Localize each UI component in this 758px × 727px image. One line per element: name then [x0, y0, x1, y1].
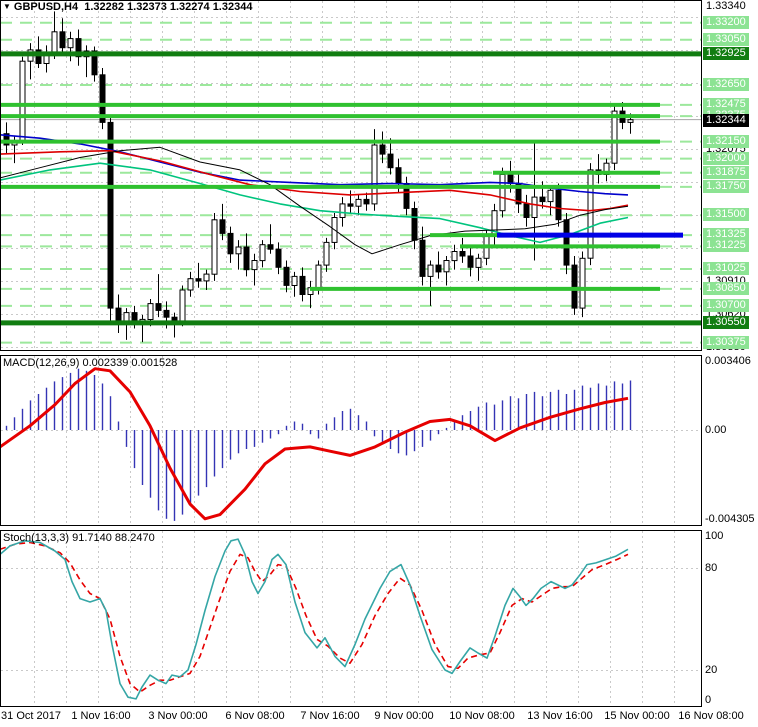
macd-axis-label: -0.004305 — [705, 513, 755, 525]
stochastic-axis-label: 0 — [705, 694, 712, 706]
price-label: 1.31875 — [703, 165, 749, 179]
price-label: 1.31500 — [703, 208, 749, 222]
macd-label: MACD(12,26,9) 0.002339 0.001528 — [3, 357, 177, 369]
price-label: 1.32150 — [703, 134, 749, 148]
price-axis: 1.333401.320751.309101.306201.303301.332… — [702, 0, 758, 351]
stochastic-chart[interactable] — [0, 530, 702, 707]
time-label: 15 Nov 00:00 — [604, 710, 670, 722]
stochastic-values: 91.7140 88.2470 — [72, 532, 155, 544]
chart-title: ▼ GBPUSD,H4 1.32282 1.32373 1.32274 1.323… — [3, 1, 252, 13]
price-label: 1.30850 — [703, 281, 749, 295]
price-label: 1.32650 — [703, 78, 749, 91]
ma-blue — [0, 134, 629, 196]
stochastic-label: Stoch(13,3,3) 91.7140 88.2470 — [3, 532, 155, 544]
macd-panel[interactable]: MACD(12,26,9) 0.002339 0.001528 — [0, 355, 702, 526]
price-label: 1.30700 — [703, 298, 749, 312]
time-label: 10 Nov 08:00 — [449, 710, 515, 722]
macd-axis-label: 0.00 — [705, 424, 727, 436]
time-label: 31 Oct 2017 — [1, 710, 61, 722]
time-label: 3 Nov 00:00 — [148, 710, 208, 722]
price-label: 1.32475 — [703, 97, 749, 111]
main-chart-panel[interactable]: ▼ GBPUSD,H4 1.32282 1.32373 1.32274 1.323… — [0, 0, 702, 351]
time-label: 16 Nov 08:00 — [678, 710, 744, 722]
ma-teal — [0, 162, 629, 244]
time-label: 7 Nov 16:00 — [300, 710, 360, 722]
price-label: 1.33050 — [703, 32, 749, 46]
price-label: 1.33340 — [706, 0, 746, 12]
macd-name: MACD(12,26,9) — [3, 357, 80, 369]
macd-axis: 0.003406 0.00 -0.004305 — [702, 355, 758, 526]
ma-red — [0, 149, 629, 212]
macd-axis-label: 0.003406 — [705, 355, 751, 367]
stochastic-axis-label: 100 — [705, 530, 724, 542]
time-label: 9 Nov 00:00 — [374, 710, 434, 722]
time-axis: 31 Oct 2017 1 Nov 16:00 3 Nov 00:00 6 Nov 0… — [0, 707, 758, 727]
time-label: 13 Nov 16:00 — [527, 710, 593, 722]
price-label: 1.32000 — [703, 151, 749, 165]
symbol-dropdown-icon[interactable]: ▼ — [3, 2, 11, 11]
ohlc-values: 1.32282 1.32373 1.32274 1.32344 — [84, 1, 253, 13]
price-label: 1.31325 — [703, 228, 749, 242]
time-label: 6 Nov 08:00 — [225, 710, 285, 722]
price-label: 1.31025 — [703, 262, 749, 276]
stochastic-panel[interactable]: Stoch(13,3,3) 91.7140 88.2470 — [0, 530, 702, 707]
ma-black — [0, 146, 629, 255]
stochastic-axis-label: 80 — [705, 562, 718, 574]
price-label: 1.32925 — [703, 46, 749, 60]
macd-chart[interactable] — [0, 355, 702, 526]
symbol-period: GBPUSD,H4 — [13, 1, 79, 13]
stochastic-name: Stoch(13,3,3) — [3, 532, 70, 544]
price-label: 1.32344 — [703, 113, 749, 127]
stochastic-axis-label: 20 — [705, 664, 718, 676]
price-label: 1.31225 — [703, 239, 749, 253]
candlestick-chart[interactable] — [0, 0, 702, 351]
stochastic-axis: 100 80 20 0 — [702, 530, 758, 707]
price-label: 1.31750 — [703, 179, 749, 193]
price-label: 1.33200 — [703, 15, 749, 29]
price-label: 1.30375 — [703, 335, 749, 349]
time-label: 1 Nov 16:00 — [71, 710, 131, 722]
macd-values: 0.002339 0.001528 — [82, 357, 178, 369]
price-label: 1.30550 — [703, 315, 749, 329]
